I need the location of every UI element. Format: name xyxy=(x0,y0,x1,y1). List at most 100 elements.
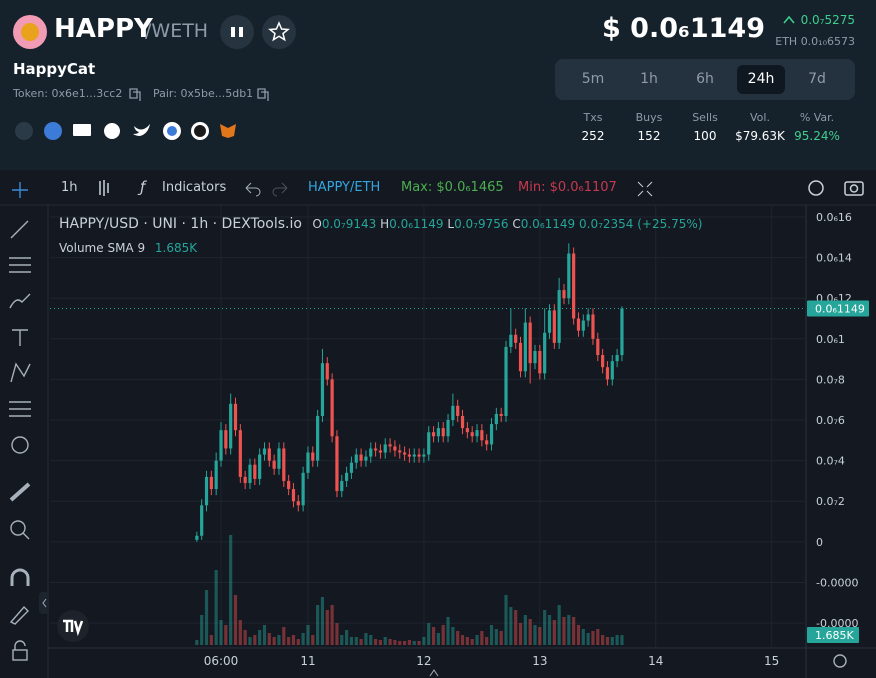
candle-body xyxy=(253,464,257,479)
zoom-tool[interactable] xyxy=(10,520,26,536)
settings-icon[interactable] xyxy=(808,180,824,196)
candle-body xyxy=(369,448,373,457)
y-tick-label: 0.0₇6 xyxy=(816,414,845,427)
pattern-tool[interactable] xyxy=(10,362,31,383)
candle-body xyxy=(489,424,494,445)
y-tick-label: 0.0₆16 xyxy=(816,211,852,224)
candle-body xyxy=(436,428,440,437)
candle-type-icon[interactable] xyxy=(99,180,109,196)
timeframe-button[interactable]: 7d xyxy=(808,71,826,87)
price-change: 0.0₇5275 xyxy=(800,13,855,27)
volume-bar xyxy=(576,625,581,645)
pair-switch[interactable]: HAPPY/ETH xyxy=(308,180,381,195)
candle-body xyxy=(518,342,523,372)
ohlc-value: 0.0₆1149 xyxy=(520,217,576,231)
candle-body xyxy=(287,480,291,490)
candle-body xyxy=(291,489,296,502)
volume-bar xyxy=(262,625,267,645)
volume-bar xyxy=(345,630,349,645)
axis-settings-icon[interactable] xyxy=(833,654,847,668)
share-icon[interactable] xyxy=(15,122,33,140)
volume-bar xyxy=(287,637,291,645)
avatar-face xyxy=(21,23,39,41)
candle-body xyxy=(224,430,228,449)
website-icon[interactable] xyxy=(73,124,91,136)
pair-address: Pair: 0x5be...5db1 xyxy=(153,87,254,100)
text-tool[interactable] xyxy=(12,329,28,346)
volume-bar xyxy=(417,641,421,645)
candle-body xyxy=(195,535,199,540)
candle-body xyxy=(238,430,242,477)
star-icon xyxy=(268,21,290,42)
emoji-tool[interactable] xyxy=(11,436,29,454)
ohlc-value: 0.0₇9143 xyxy=(321,217,377,231)
volume-bar xyxy=(514,610,518,645)
undo-icon[interactable] xyxy=(245,182,261,197)
fib-tool[interactable] xyxy=(9,257,31,273)
crosshair-tool[interactable] xyxy=(12,182,28,198)
scroll-marker[interactable] xyxy=(429,669,439,677)
copy-icon[interactable] xyxy=(129,88,141,101)
header: HAPPY /WETH HappyCat Token: 0x6e1...3cc2… xyxy=(0,0,876,170)
fx-icon[interactable]: ƒ xyxy=(137,178,147,196)
volume-bar xyxy=(567,615,571,645)
twitter-icon[interactable] xyxy=(133,124,150,136)
volume-bar xyxy=(306,625,310,645)
candle-body xyxy=(412,454,416,457)
x-tick-label: 13 xyxy=(532,654,547,668)
favorite-button[interactable] xyxy=(262,15,296,49)
candle-body xyxy=(417,454,421,457)
quote-symbol: /WETH xyxy=(145,20,209,42)
lock-tool[interactable] xyxy=(12,649,28,661)
x-tick-label: 14 xyxy=(648,654,663,668)
candle-body xyxy=(465,428,469,433)
candle-body xyxy=(272,460,276,469)
volume-bar xyxy=(388,639,392,645)
fullscreen-icon[interactable] xyxy=(637,181,653,197)
timeframe-button[interactable]: 24h xyxy=(737,65,785,94)
volume-bar xyxy=(538,627,542,645)
candle-body xyxy=(388,444,392,447)
stat-value: 100 xyxy=(693,129,717,143)
compare-button[interactable] xyxy=(220,15,254,49)
volume-bar xyxy=(296,639,300,645)
volume-value: 1.685K xyxy=(154,241,198,255)
metamask-icon[interactable] xyxy=(220,124,236,138)
candle-body xyxy=(378,450,383,453)
indicators-button[interactable]: Indicators xyxy=(162,180,227,195)
up-arrow xyxy=(783,15,795,24)
candle-body xyxy=(407,454,412,457)
volume-bar xyxy=(195,640,199,645)
timeframe-button[interactable]: 1h xyxy=(640,71,658,87)
line-tool[interactable] xyxy=(10,220,29,239)
copy-icon[interactable] xyxy=(257,88,269,101)
telegram-icon[interactable] xyxy=(104,123,120,139)
interval[interactable]: 1h xyxy=(61,180,78,195)
magnet-tool[interactable] xyxy=(10,568,30,586)
volume-bar xyxy=(489,625,494,645)
lock-drawing-tool[interactable] xyxy=(9,605,29,625)
screenshot-icon[interactable] xyxy=(844,181,864,196)
token-address: Token: 0x6e1...3cc2 xyxy=(13,87,123,100)
redo-icon[interactable] xyxy=(272,182,288,197)
candle-body xyxy=(470,432,474,437)
social-icon[interactable] xyxy=(44,122,62,140)
timeframe-button[interactable]: 5m xyxy=(581,71,605,87)
ohlc-value: 0.0₇9756 xyxy=(454,217,509,231)
candle-body xyxy=(335,436,339,492)
volume-bar xyxy=(335,623,339,645)
volume-bar xyxy=(291,635,296,645)
candle-body xyxy=(620,308,624,356)
brush-tool[interactable] xyxy=(9,293,31,309)
collapse-handle[interactable] xyxy=(39,592,49,614)
prediction-tool[interactable] xyxy=(9,401,31,417)
stat-value: 95.24% xyxy=(794,129,840,143)
ruler-tool[interactable] xyxy=(9,482,31,502)
volume-bar xyxy=(373,639,378,645)
volume-bar xyxy=(330,605,334,645)
volume-bar xyxy=(480,631,484,645)
volume-bar xyxy=(248,637,252,645)
last-price-tag xyxy=(807,300,869,317)
timeframe-button[interactable]: 6h xyxy=(696,71,714,87)
candle-body xyxy=(320,363,325,416)
